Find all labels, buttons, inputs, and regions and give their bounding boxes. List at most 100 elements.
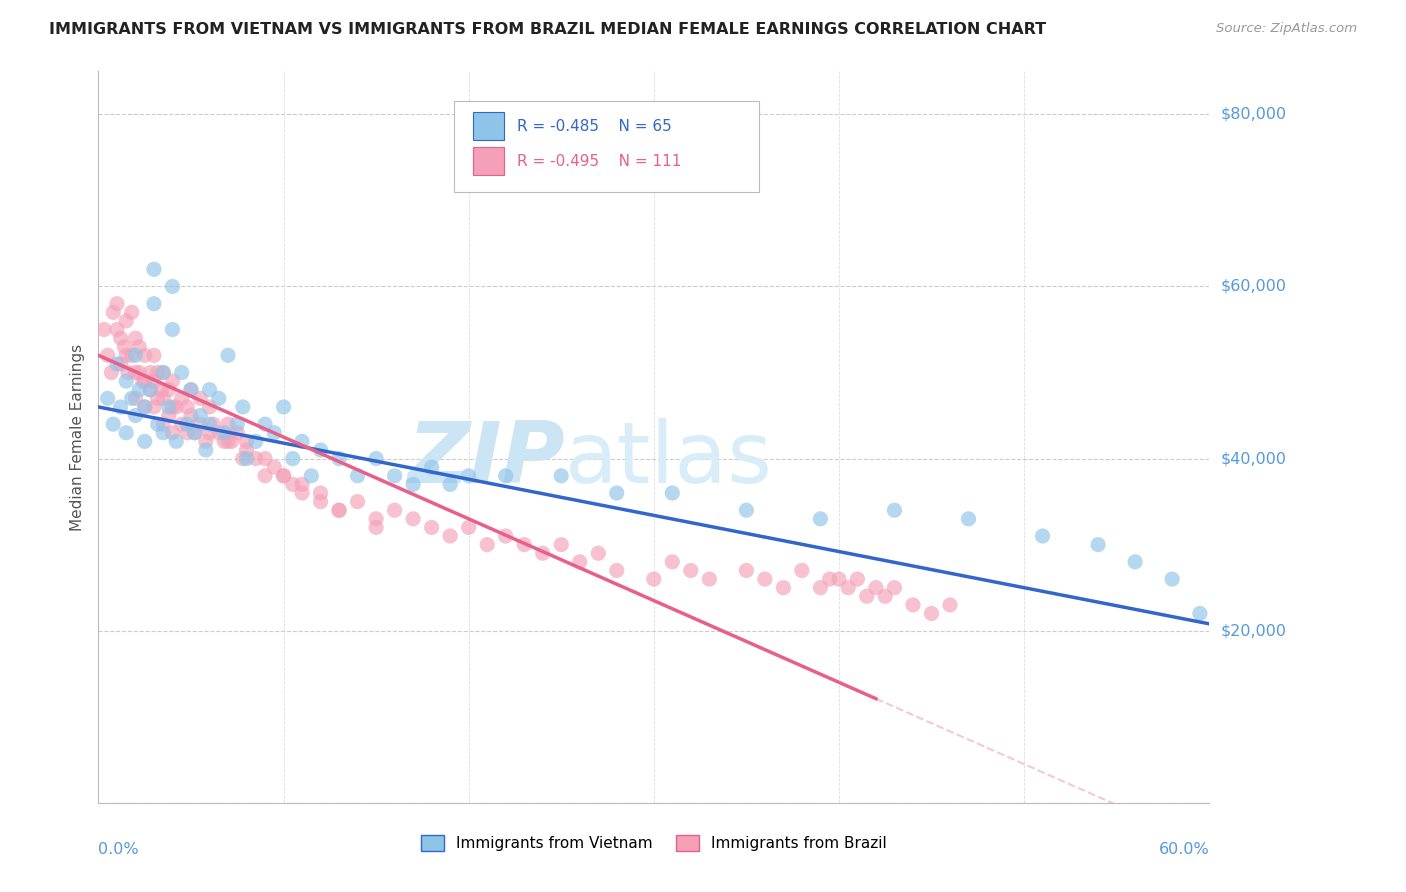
Point [366, 512, 388, 526]
Point [103, 417, 125, 432]
Point [679, 564, 702, 578]
Point [661, 555, 683, 569]
Point [180, 383, 202, 397]
Point [273, 468, 295, 483]
Point [134, 400, 156, 414]
Y-axis label: Median Female Earnings: Median Female Earnings [69, 343, 84, 531]
Point [157, 383, 180, 397]
Point [291, 434, 314, 449]
Point [115, 348, 138, 362]
Text: $60,000: $60,000 [1220, 279, 1286, 294]
Point [420, 460, 443, 475]
Point [105, 322, 128, 336]
Point [124, 409, 146, 423]
Point [117, 366, 139, 380]
Point [643, 572, 665, 586]
Point [495, 468, 517, 483]
Point [281, 451, 304, 466]
Point [568, 555, 591, 569]
Point [661, 486, 683, 500]
Point [152, 366, 174, 380]
Point [183, 425, 205, 440]
Point [170, 392, 193, 406]
Legend: Immigrants from Vietnam, Immigrants from Brazil: Immigrants from Vietnam, Immigrants from… [415, 830, 893, 857]
Point [208, 392, 231, 406]
Point [162, 374, 184, 388]
Point [97, 392, 120, 406]
Point [128, 340, 150, 354]
Point [146, 392, 169, 406]
Point [232, 400, 254, 414]
Point [735, 503, 758, 517]
Point [143, 296, 166, 310]
Point [152, 425, 174, 440]
Point [550, 538, 572, 552]
Point [883, 581, 905, 595]
Point [291, 477, 314, 491]
Point [217, 434, 239, 449]
Point [550, 468, 572, 483]
Point [162, 425, 184, 440]
Point [837, 581, 859, 595]
Point [699, 572, 721, 586]
Point [124, 348, 146, 362]
Point [402, 512, 425, 526]
Point [253, 417, 276, 432]
Point [309, 494, 332, 508]
Point [152, 392, 174, 406]
Point [457, 520, 479, 534]
Point [245, 451, 267, 466]
Point [588, 546, 610, 560]
Text: $20,000: $20,000 [1220, 624, 1286, 638]
Point [157, 409, 180, 423]
Point [105, 357, 128, 371]
Text: R = -0.495    N = 111: R = -0.495 N = 111 [517, 153, 682, 169]
Point [772, 581, 794, 595]
Point [226, 417, 249, 432]
Point [93, 322, 115, 336]
Point [183, 425, 205, 440]
Point [263, 460, 285, 475]
Point [402, 477, 425, 491]
Point [309, 486, 332, 500]
Point [232, 451, 254, 466]
Point [921, 607, 943, 621]
Point [128, 383, 150, 397]
FancyBboxPatch shape [472, 112, 503, 140]
Point [112, 340, 135, 354]
Point [152, 417, 174, 432]
Point [176, 400, 198, 414]
Point [1188, 607, 1211, 621]
Point [152, 366, 174, 380]
Point [121, 392, 143, 406]
Point [194, 434, 217, 449]
Point [139, 383, 162, 397]
Point [208, 425, 231, 440]
Point [100, 366, 122, 380]
Point [143, 262, 166, 277]
Point [366, 451, 388, 466]
Point [103, 305, 125, 319]
Point [176, 425, 198, 440]
Point [180, 383, 202, 397]
Point [132, 374, 155, 388]
Point [110, 357, 132, 371]
Point [165, 400, 187, 414]
Point [883, 503, 905, 517]
Point [146, 366, 169, 380]
Point [115, 425, 138, 440]
Point [346, 468, 368, 483]
Point [115, 314, 138, 328]
Point [162, 322, 184, 336]
Point [188, 392, 211, 406]
Point [309, 442, 332, 457]
Point [217, 417, 239, 432]
Point [299, 468, 322, 483]
Text: ZIP: ZIP [408, 417, 565, 500]
Point [235, 451, 257, 466]
Point [115, 374, 138, 388]
Point [121, 348, 143, 362]
Point [188, 417, 211, 432]
Point [439, 529, 461, 543]
Point [846, 572, 869, 586]
